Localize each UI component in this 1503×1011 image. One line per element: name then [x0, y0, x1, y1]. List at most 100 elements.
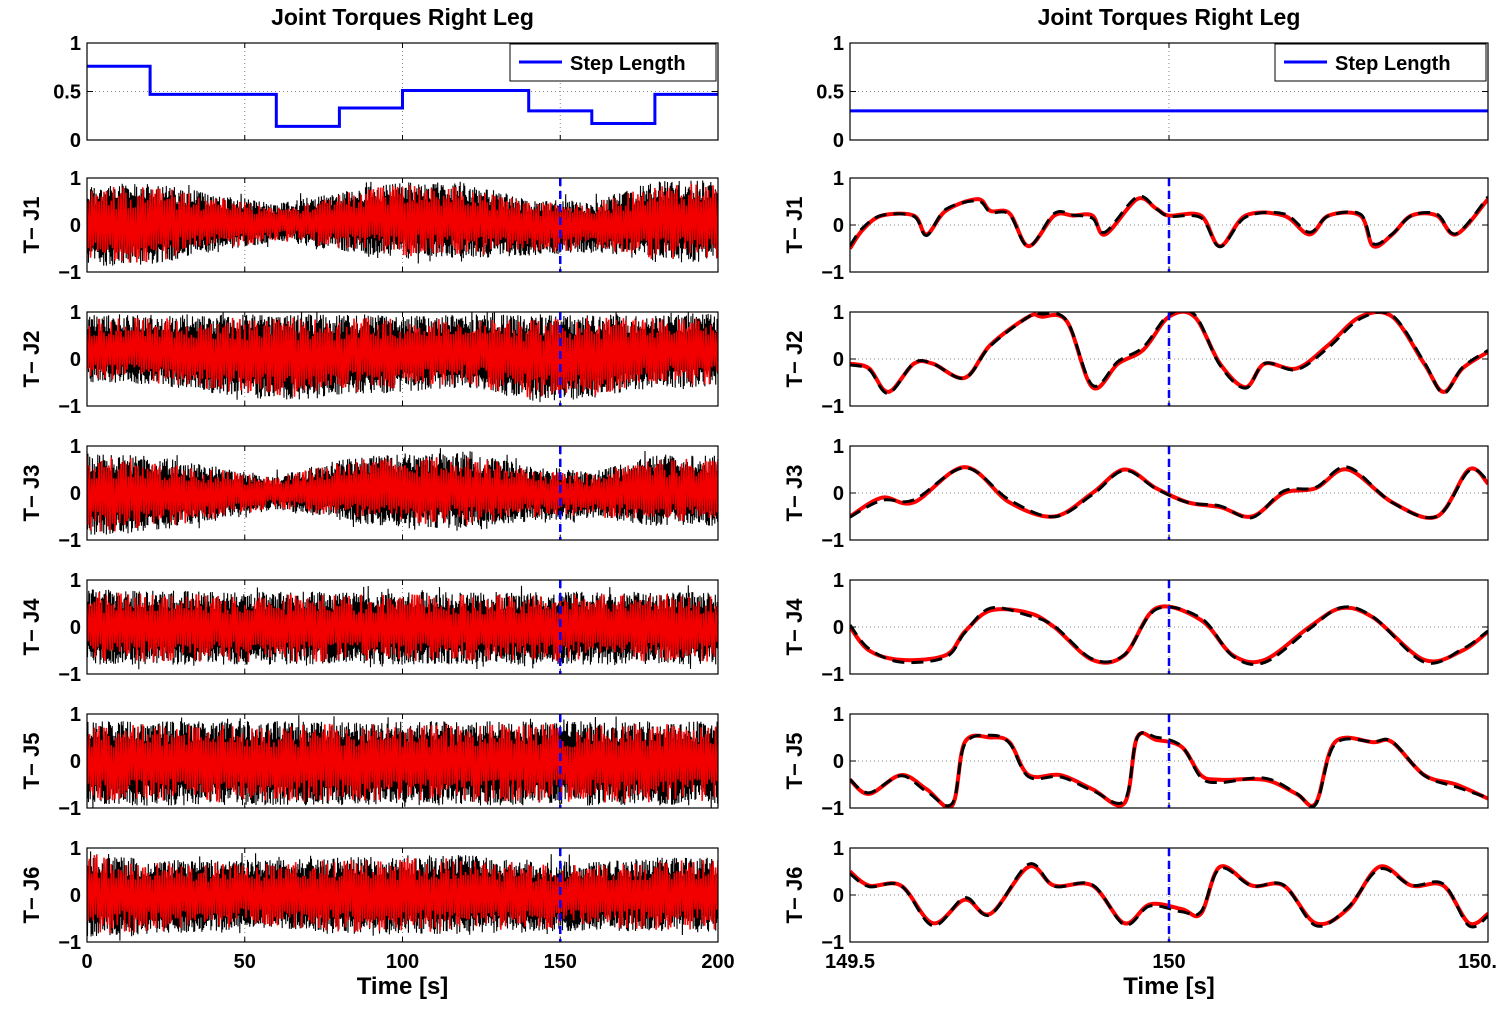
plot-area [87, 312, 718, 403]
y-tick-label: −1 [58, 798, 81, 820]
x-tick-label: 149.5 [825, 951, 875, 973]
plot-area [87, 851, 718, 941]
axes-frame [849, 713, 1489, 809]
y-axis-label: T− J3 [782, 465, 807, 522]
y-tick-label: −1 [58, 396, 81, 418]
y-tick-label: 0 [833, 751, 844, 773]
series-line-estimated [87, 183, 718, 263]
series-line-estimated [87, 592, 718, 663]
y-tick-label: 0 [70, 885, 81, 907]
x-tick-label: 0 [81, 951, 92, 973]
y-tick-label: 1 [833, 168, 844, 190]
series-line-estimated [87, 456, 718, 532]
y-tick-label: 1 [833, 704, 844, 726]
plot-area [87, 180, 718, 266]
x-axis-label: Time [s] [357, 973, 449, 1000]
series-line-step-length [87, 64, 718, 128]
y-tick-label: 1 [833, 436, 844, 458]
panel-left-3: −1 0 1 T− J3 [19, 436, 719, 552]
y-tick-label: 1 [70, 168, 81, 190]
axes-frame [849, 579, 1489, 675]
plot-area [87, 715, 718, 808]
panel-right-1: −1 0 1 T− J1 [782, 168, 1489, 284]
y-axis-label: T− J4 [19, 598, 44, 656]
y-tick-label: −1 [821, 396, 844, 418]
y-tick-label: 1 [70, 838, 81, 860]
x-axis-label: Time [s] [1123, 973, 1215, 1000]
plot-area [87, 585, 718, 670]
plot-area [850, 194, 1488, 250]
y-tick-label: 0 [70, 483, 81, 505]
y-tick-label: 0 [70, 130, 81, 152]
panel-left-5: −1 0 1 T− J5 [19, 704, 719, 820]
y-tick-label: 1 [833, 302, 844, 324]
axes-frame [86, 42, 719, 141]
y-tick-label: 1 [833, 570, 844, 592]
panel-left-2: −1 0 1 T− J2 [19, 302, 719, 418]
legend: Step Length [509, 43, 717, 82]
y-tick-label: 0 [70, 215, 81, 237]
axes-frame [849, 847, 1489, 943]
axes-frame [86, 311, 719, 407]
y-tick-label: 1 [70, 33, 81, 55]
x-tick-label: 50 [234, 951, 256, 973]
axes-frame [86, 177, 719, 273]
y-axis-label: T− J2 [782, 331, 807, 388]
y-tick-label: −1 [821, 932, 844, 954]
plot-area [850, 312, 1488, 395]
y-axis-label: T− J1 [19, 197, 44, 254]
y-tick-label: −1 [58, 530, 81, 552]
series-line-measured [850, 862, 1488, 929]
plot-area [850, 862, 1488, 929]
x-tick-label: 150. [1458, 951, 1497, 973]
y-tick-label: 0 [833, 617, 844, 639]
y-axis-label: T− J6 [19, 867, 44, 924]
y-tick-label: 0 [70, 751, 81, 773]
panel-right-2: −1 0 1 T− J2 [782, 302, 1489, 418]
axes-frame [86, 445, 719, 541]
plot-area [87, 448, 718, 535]
axes-frame [849, 311, 1489, 407]
y-tick-label: −1 [821, 530, 844, 552]
legend-label: Step Length [570, 53, 686, 75]
axes-frame [86, 847, 719, 943]
y-tick-label: 1 [70, 436, 81, 458]
y-tick-label: 0 [70, 349, 81, 371]
y-tick-label: 1 [70, 704, 81, 726]
chart-title: Joint Torques Right Leg [1038, 4, 1301, 30]
y-tick-label: 1 [833, 838, 844, 860]
y-axis-label: T− J5 [782, 733, 807, 790]
panel-right-5: −1 0 1 T− J5 [782, 704, 1489, 820]
y-tick-label: 1 [70, 302, 81, 324]
panel-right-0: Joint Torques Right Leg 0 0.5 1 Step Length [816, 4, 1489, 152]
series-line-measured [850, 605, 1488, 666]
chart-title: Joint Torques Right Leg [271, 4, 534, 30]
y-tick-label: 1 [70, 570, 81, 592]
panel-right-3: −1 0 1 T− J3 [782, 436, 1489, 552]
axes-frame [849, 42, 1489, 141]
y-tick-label: −1 [821, 664, 844, 686]
y-tick-label: 0.5 [53, 82, 81, 104]
y-tick-label: 0 [833, 483, 844, 505]
y-tick-label: 0 [833, 130, 844, 152]
x-tick-label: 150 [544, 951, 577, 973]
y-tick-label: −1 [58, 262, 81, 284]
x-tick-label: 200 [701, 951, 734, 973]
y-axis-label: T− J6 [782, 867, 807, 924]
y-tick-label: 0.5 [816, 82, 844, 104]
axes-frame [86, 713, 719, 809]
panel-left-4: −1 0 1 T− J4 [19, 570, 719, 686]
y-tick-label: 0 [70, 617, 81, 639]
y-tick-label: 0 [833, 349, 844, 371]
y-axis-label: T− J1 [782, 197, 807, 254]
series-line-estimated [87, 723, 718, 803]
y-axis-label: T− J4 [782, 598, 807, 656]
series-line-estimated [87, 855, 718, 934]
series-line-estimated [87, 317, 718, 398]
y-tick-label: 0 [833, 215, 844, 237]
plot-area [87, 64, 718, 128]
y-tick-label: 0 [833, 885, 844, 907]
axes-frame [849, 445, 1489, 541]
plot-area [850, 465, 1488, 520]
